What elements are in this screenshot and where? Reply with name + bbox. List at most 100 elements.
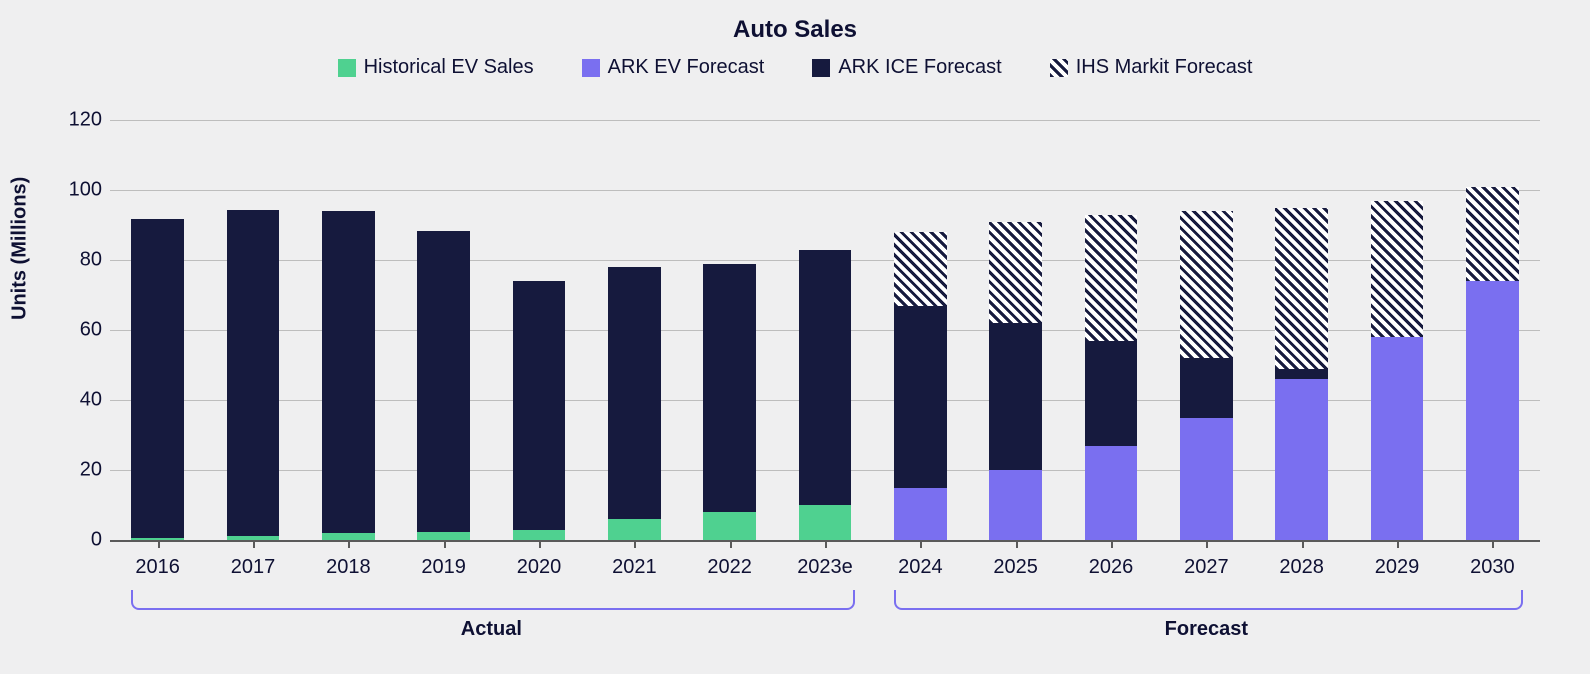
bar-segment-ihs xyxy=(1275,208,1327,369)
bar-segment-ihs xyxy=(1371,201,1423,338)
x-tick xyxy=(1111,540,1113,548)
y-axis-label: Units (Millions) xyxy=(9,177,32,320)
bar-segment-ark_ice xyxy=(322,211,374,533)
bar-segment-ark_ev xyxy=(1371,337,1423,540)
legend-label: ARK ICE Forecast xyxy=(838,56,1001,79)
y-tick-label: 40 xyxy=(80,389,102,412)
x-tick-label: 2017 xyxy=(231,556,276,579)
bar-segment-ihs xyxy=(1085,215,1137,341)
bar xyxy=(1180,120,1232,540)
bar-segment-ihs xyxy=(989,222,1041,324)
chart-container: Auto Sales Historical EV Sales ARK EV For… xyxy=(0,0,1590,674)
bar xyxy=(131,120,183,540)
legend-item: ARK ICE Forecast xyxy=(812,56,1001,79)
legend-item: IHS Markit Forecast xyxy=(1050,56,1253,79)
x-tick-label: 2023e xyxy=(797,556,853,579)
legend-swatch xyxy=(812,59,830,77)
x-tick-label: 2022 xyxy=(707,556,752,579)
x-tick xyxy=(1492,540,1494,548)
bar xyxy=(989,120,1041,540)
bar xyxy=(703,120,755,540)
bar-segment-ark_ev xyxy=(1180,418,1232,541)
x-tick-label: 2021 xyxy=(612,556,657,579)
bar xyxy=(1466,120,1518,540)
bar xyxy=(322,120,374,540)
x-tick xyxy=(253,540,255,548)
y-tick-label: 60 xyxy=(80,319,102,342)
x-tick-label: 2029 xyxy=(1375,556,1420,579)
bar-segment-ark_ice xyxy=(799,250,851,506)
bar-segment-hist_ev xyxy=(703,512,755,540)
x-tick xyxy=(444,540,446,548)
bar-segment-ark_ice xyxy=(1085,341,1137,446)
x-tick xyxy=(1397,540,1399,548)
legend-swatch xyxy=(338,59,356,77)
bar xyxy=(1371,120,1423,540)
x-tick xyxy=(634,540,636,548)
bar-segment-ark_ice xyxy=(989,323,1041,470)
bar xyxy=(1085,120,1137,540)
bar-segment-ark_ice xyxy=(131,219,183,538)
bar-segment-ark_ice xyxy=(1180,358,1232,418)
bar xyxy=(608,120,660,540)
legend-swatch xyxy=(1050,59,1068,77)
bar xyxy=(417,120,469,540)
bar-segment-hist_ev xyxy=(417,532,469,540)
x-tick-label: 2027 xyxy=(1184,556,1229,579)
x-tick-label: 2026 xyxy=(1089,556,1134,579)
bar-segment-ark_ice xyxy=(227,210,279,536)
bar-segment-ark_ev xyxy=(1085,446,1137,541)
y-tick-label: 120 xyxy=(69,109,102,132)
group-bracket xyxy=(131,590,855,610)
legend-label: ARK EV Forecast xyxy=(608,56,765,79)
x-tick-label: 2030 xyxy=(1470,556,1515,579)
bar xyxy=(1275,120,1327,540)
x-tick xyxy=(158,540,160,548)
bar-segment-ark_ev xyxy=(1275,379,1327,540)
bar xyxy=(894,120,946,540)
bar-segment-ark_ice xyxy=(703,264,755,513)
legend-item: Historical EV Sales xyxy=(338,56,534,79)
x-tick xyxy=(539,540,541,548)
x-tick-label: 2016 xyxy=(135,556,180,579)
bar-segment-hist_ev xyxy=(322,533,374,540)
x-tick xyxy=(920,540,922,548)
y-tick-label: 0 xyxy=(91,529,102,552)
legend-swatch xyxy=(582,59,600,77)
y-tick-label: 20 xyxy=(80,459,102,482)
bar xyxy=(799,120,851,540)
legend-label: IHS Markit Forecast xyxy=(1076,56,1253,79)
x-tick xyxy=(1206,540,1208,548)
bar-segment-ark_ice xyxy=(608,267,660,519)
chart-title: Auto Sales xyxy=(0,0,1590,44)
x-tick xyxy=(348,540,350,548)
bar-segment-ihs xyxy=(1180,211,1232,358)
x-tick-label: 2019 xyxy=(421,556,466,579)
bar-segment-ihs xyxy=(894,232,946,306)
x-tick-label: 2020 xyxy=(517,556,562,579)
bar xyxy=(513,120,565,540)
y-tick-label: 100 xyxy=(69,179,102,202)
x-tick-label: 2018 xyxy=(326,556,371,579)
bar-segment-hist_ev xyxy=(799,505,851,540)
legend: Historical EV Sales ARK EV Forecast ARK IC… xyxy=(0,56,1590,79)
group-label: Forecast xyxy=(1165,618,1248,641)
x-tick xyxy=(730,540,732,548)
bar-segment-ark_ev xyxy=(894,488,946,541)
bar-segment-ark_ice xyxy=(513,281,565,530)
x-tick-label: 2024 xyxy=(898,556,943,579)
bar-segment-ark_ice xyxy=(1275,369,1327,380)
x-tick-label: 2028 xyxy=(1279,556,1324,579)
bar-segment-hist_ev xyxy=(608,519,660,540)
bar-segment-ark_ev xyxy=(1466,281,1518,540)
group-label: Actual xyxy=(461,618,522,641)
bar-segment-hist_ev xyxy=(513,530,565,541)
bar-segment-ark_ev xyxy=(989,470,1041,540)
y-tick-label: 80 xyxy=(80,249,102,272)
x-tick xyxy=(1016,540,1018,548)
x-tick-label: 2025 xyxy=(993,556,1038,579)
x-tick xyxy=(825,540,827,548)
bar-segment-ihs xyxy=(1466,187,1518,282)
group-bracket xyxy=(894,590,1522,610)
bar-segment-ark_ice xyxy=(894,306,946,488)
